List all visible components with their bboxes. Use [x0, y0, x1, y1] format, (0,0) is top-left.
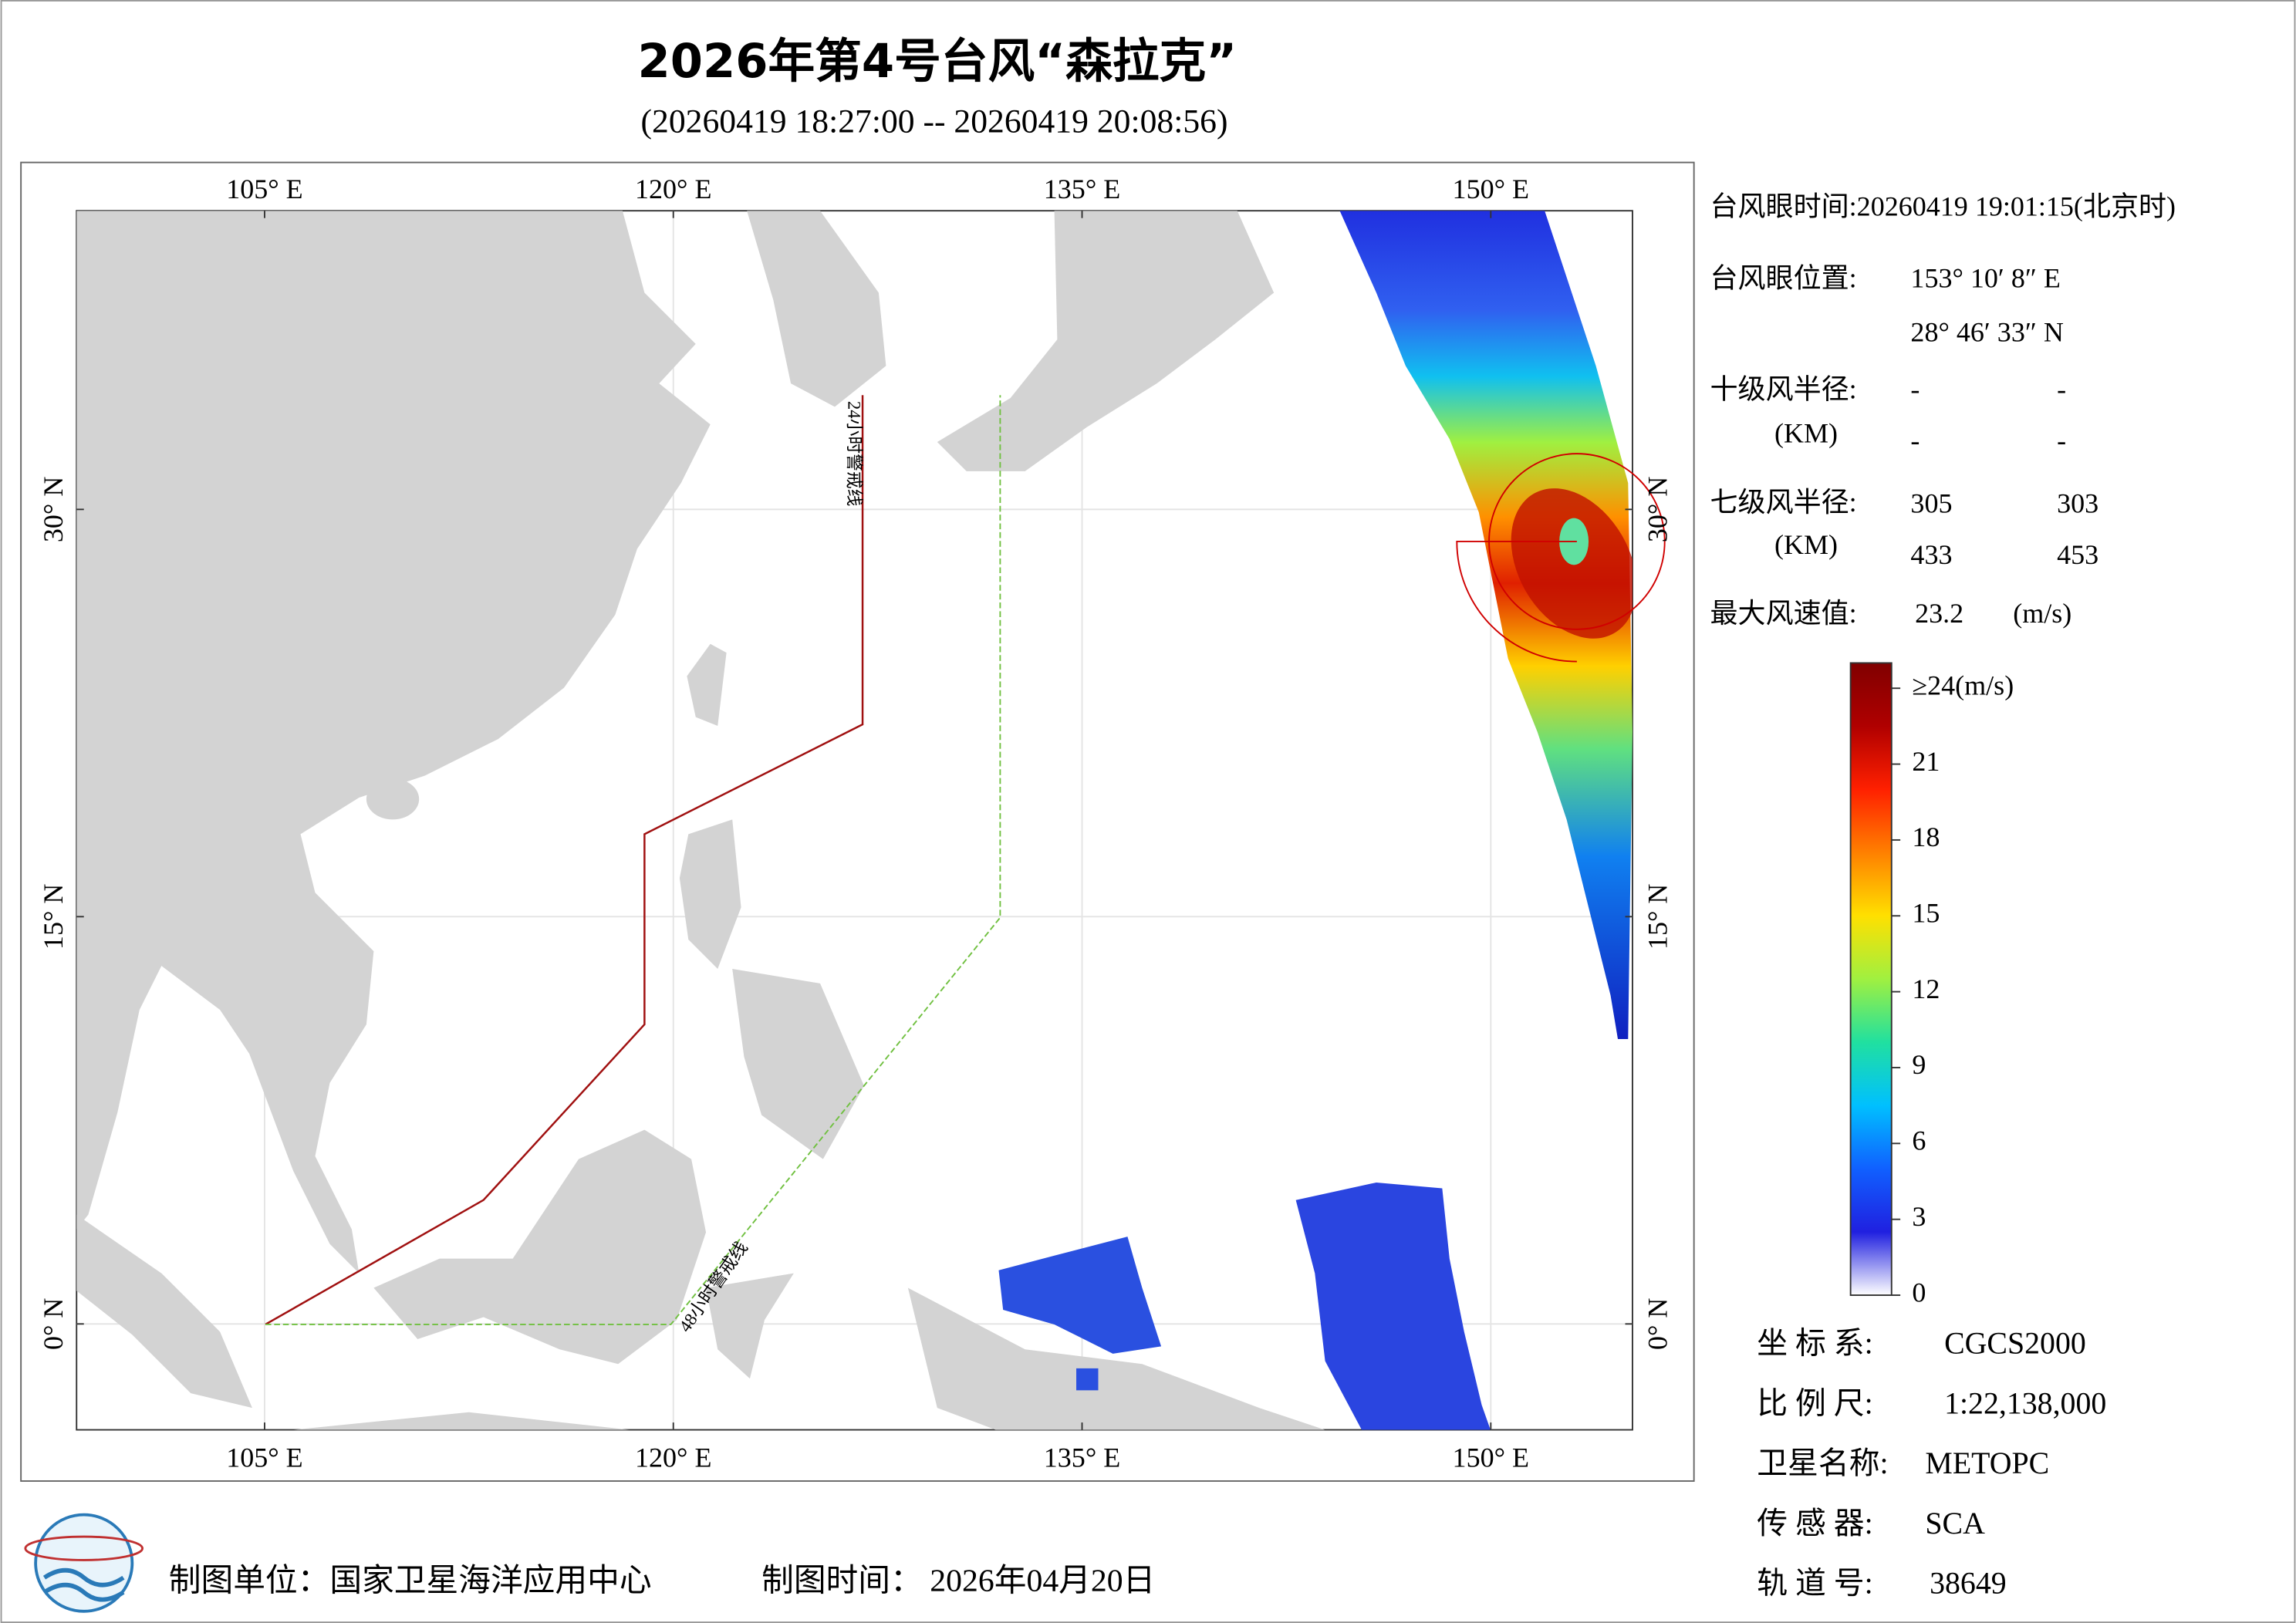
land	[747, 211, 886, 407]
y-tick-label: 15° N	[1642, 884, 1673, 950]
label: 七级风半径:	[1710, 487, 1857, 518]
value: -	[2057, 425, 2066, 456]
y-tick-label: 15° N	[38, 884, 69, 950]
value: 303	[2057, 488, 2098, 519]
value: 153° 10′ 8″ E	[1910, 263, 2060, 294]
meta-panel: 坐 标 系: CGCS2000 比 例 尺: 1:22,138,000 卫星名称…	[1757, 1326, 2106, 1601]
unit: (KM)	[1774, 418, 1838, 449]
land	[76, 1214, 252, 1409]
land	[293, 1412, 630, 1430]
colorbar-tick-label: 6	[1912, 1125, 1926, 1156]
axes: 105° E 105° E 120° E 120° E 135° E 135° E 150°…	[38, 174, 1673, 1473]
value: 433	[1910, 539, 1952, 570]
colorbar-tick-label: ≥24(m/s)	[1912, 670, 2014, 700]
y-tick-label: 30° N	[1642, 477, 1673, 542]
x-tick-label: 135° E	[1044, 174, 1120, 204]
frame	[20, 161, 1695, 1482]
label: 十级风半径:	[1710, 374, 1857, 405]
logo	[24, 1513, 144, 1613]
footer-unit: 制图单位：国家卫星海洋应用中心	[169, 1562, 652, 1598]
y-tick-label: 0° N	[38, 1298, 69, 1350]
wind-swath	[1339, 211, 1633, 1040]
label: 台风眼位置:	[1710, 263, 1857, 294]
value: -	[1910, 374, 1920, 405]
wind-patch	[1076, 1368, 1099, 1391]
eye-time: 台风眼时间:20260419 19:01:15(北京时)	[1710, 191, 2176, 222]
warning-label: 24小时警戒线	[845, 401, 864, 506]
logo-orbit	[24, 1535, 144, 1561]
colorbar-tick-label: 3	[1912, 1201, 1926, 1232]
subtitle: (20260419 18:27:00 -- 20260419 20:08:56)	[641, 103, 1228, 140]
typhoon-radius	[1456, 453, 1666, 663]
value: 305	[1910, 488, 1952, 519]
unit: (KM)	[1774, 529, 1838, 560]
value: -	[2057, 374, 2066, 405]
label: 传 感 器:	[1757, 1506, 1872, 1540]
label: 轨 道 号:	[1757, 1566, 1872, 1601]
wind-patch	[998, 1237, 1162, 1354]
info-panel: 台风眼时间:20260419 19:01:15(北京时) 台风眼位置: 153°…	[1710, 191, 2176, 629]
wind-swath	[998, 211, 1633, 1430]
land	[366, 778, 420, 820]
warning-lines	[265, 395, 1001, 1326]
x-tick-label: 120° E	[635, 1442, 711, 1473]
title: 2026年第4号台风“森拉克”	[637, 35, 1237, 89]
colorbar-tick-label: 18	[1912, 822, 1940, 852]
logo-wave	[42, 1567, 125, 1588]
land	[76, 211, 711, 1274]
value: 28° 46′ 33″ N	[1910, 317, 2063, 348]
x-tick-label: 120° E	[635, 174, 711, 204]
warning-line-48h	[265, 395, 1001, 1325]
radius-quadrant	[1456, 541, 1577, 663]
x-tick-label: 150° E	[1453, 1442, 1529, 1473]
colorbar-tick-label: 21	[1912, 746, 1940, 777]
land	[687, 643, 727, 727]
footer-label: 制图时间：	[761, 1563, 923, 1598]
colorbar-tick-label: 12	[1912, 973, 1940, 1004]
unit: (m/s)	[2013, 598, 2071, 629]
value: -	[1910, 425, 1920, 456]
label: 比 例 尺:	[1757, 1385, 1872, 1420]
value: 453	[2057, 539, 2098, 570]
label: 坐 标 系:	[1757, 1326, 1872, 1361]
value: 38649	[1930, 1566, 2007, 1601]
wind-patch	[1295, 1182, 1491, 1430]
footer-date: 2026年04月20日	[930, 1562, 1155, 1598]
land	[679, 819, 741, 969]
x-tick-label: 150° E	[1453, 174, 1529, 204]
colorbar-tick-label: 9	[1912, 1049, 1926, 1080]
x-tick-label: 105° E	[226, 1442, 302, 1473]
colorbar-tick-label: 15	[1912, 898, 1940, 929]
land	[937, 211, 1275, 471]
land	[706, 1273, 794, 1379]
land	[76, 211, 1325, 1430]
land	[907, 1287, 1325, 1430]
label: 卫星名称:	[1757, 1446, 1888, 1480]
value: 23.2	[1915, 598, 1963, 629]
y-tick-label: 0° N	[1642, 1298, 1673, 1350]
colorbar-tick-label: 0	[1912, 1277, 1926, 1308]
land	[373, 1129, 707, 1365]
x-tick-label: 105° E	[226, 174, 302, 204]
value: 1:22,138,000	[1944, 1385, 2106, 1420]
colorbar	[1849, 662, 1893, 1296]
value: CGCS2000	[1944, 1326, 2086, 1361]
colorbar-ticks: 0 3 6 9 12 15 18 21 ≥24(m/s)	[1891, 670, 2014, 1308]
x-tick-label: 135° E	[1044, 1442, 1120, 1473]
land	[732, 968, 864, 1159]
logo-wave	[42, 1582, 125, 1602]
label: 最大风速值:	[1710, 598, 1857, 629]
y-tick-label: 30° N	[38, 477, 69, 542]
value: SCA	[1925, 1506, 1985, 1540]
value: METOPC	[1925, 1446, 2049, 1480]
warning-line-24h	[265, 395, 864, 1326]
